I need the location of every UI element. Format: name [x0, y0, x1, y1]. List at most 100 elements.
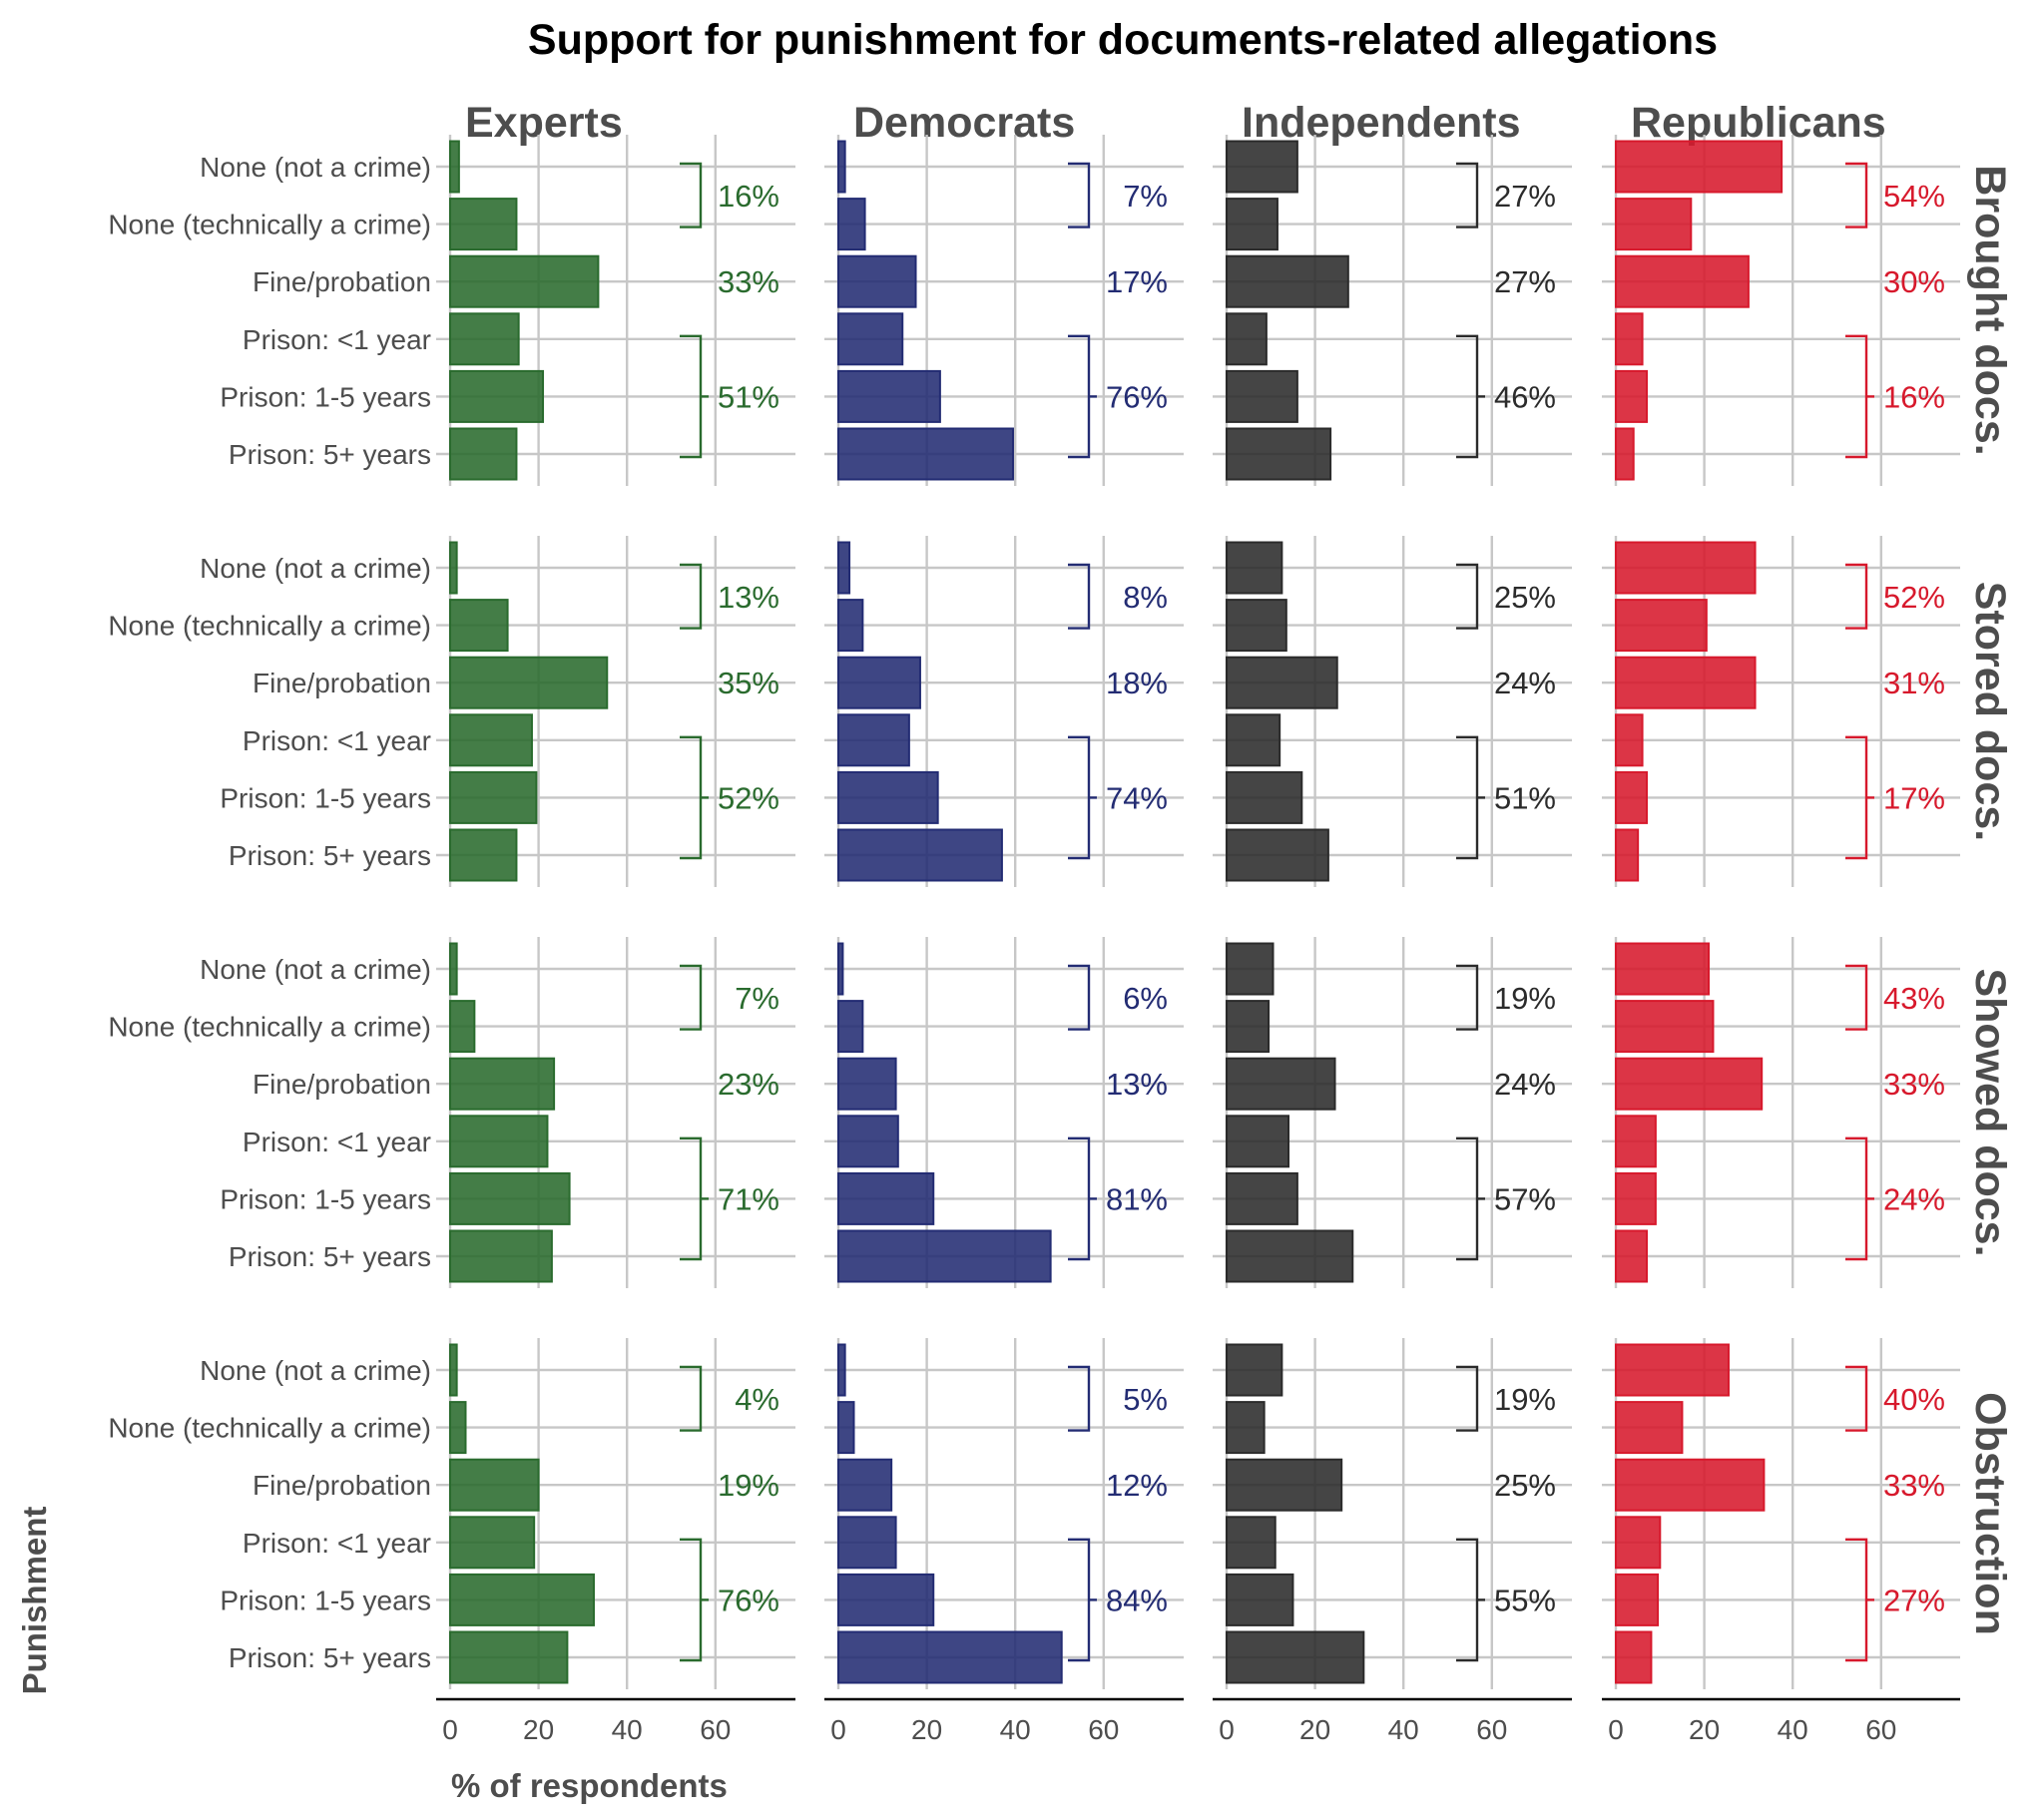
chart-title: Support for punishment for documents-rel…	[528, 16, 1718, 64]
x-tick-label: 60	[700, 1714, 731, 1745]
bar	[837, 1343, 846, 1397]
bar	[1226, 1115, 1290, 1168]
bar	[449, 541, 458, 595]
bar	[449, 1229, 553, 1283]
bar	[1226, 541, 1283, 595]
bar	[449, 1630, 569, 1684]
bracket-none	[1845, 1365, 1868, 1432]
bar	[837, 713, 910, 767]
category-label: Prison: 1-5 years	[220, 782, 431, 813]
bar	[449, 599, 509, 653]
bar	[1226, 713, 1281, 767]
bar	[1615, 427, 1635, 481]
x-tick-label: 20	[1689, 1714, 1720, 1745]
bar	[837, 427, 1014, 481]
panel-democrats-0: 7% 17% 76%	[824, 135, 1184, 486]
bar	[449, 1516, 536, 1570]
summary-label-fine: 33%	[1883, 1468, 1945, 1503]
summary-label-none: 19%	[1494, 981, 1556, 1016]
bar	[1615, 1000, 1715, 1054]
category-label: None (technically a crime)	[108, 611, 431, 642]
summary-label-none: 25%	[1494, 580, 1556, 615]
summary-label-none: 54%	[1883, 179, 1945, 214]
bar	[449, 1343, 458, 1397]
bar	[1226, 1229, 1354, 1283]
bar	[837, 1573, 935, 1626]
summary-label-fine: 17%	[1106, 264, 1168, 299]
category-label: None (not a crime)	[200, 1355, 431, 1386]
row-title-2: Showed docs.	[1966, 968, 2014, 1256]
panel-independents-3: 19% 25% 55% 0 20 40 60	[1213, 1338, 1572, 1745]
bar	[449, 1000, 476, 1054]
bar	[449, 140, 460, 194]
summary-label-fine: 23%	[718, 1067, 779, 1102]
bar	[837, 1229, 1052, 1283]
summary-label-none: 8%	[1123, 580, 1168, 615]
bar	[449, 1115, 549, 1168]
bracket-none	[1068, 162, 1091, 228]
column-title-republicans: Republicans	[1631, 99, 1886, 147]
category-label: None (not a crime)	[200, 152, 431, 183]
category-label: None (not a crime)	[200, 553, 431, 584]
summary-label-fine: 35%	[718, 666, 779, 700]
category-label: Prison: <1 year	[243, 725, 431, 756]
panel-republicans-0: 54% 30% 16%	[1602, 135, 1960, 486]
bracket-none	[1068, 964, 1091, 1031]
category-label: Prison: 5+ years	[229, 1241, 431, 1272]
bracket-none	[680, 563, 703, 630]
panel-republicans-1: 52% 31% 17%	[1602, 536, 1960, 887]
summary-label-prison: 46%	[1494, 379, 1556, 414]
x-tick-label: 20	[911, 1714, 942, 1745]
summary-label-prison: 27%	[1883, 1583, 1945, 1617]
bracket-none	[680, 162, 703, 228]
summary-label-prison: 57%	[1494, 1181, 1556, 1216]
x-axis-title: % of respondents	[451, 1767, 728, 1804]
column-title-experts: Experts	[465, 99, 623, 147]
summary-label-fine: 19%	[718, 1468, 779, 1503]
summary-label-prison: 74%	[1106, 780, 1168, 815]
bar	[449, 713, 533, 767]
summary-label-fine: 31%	[1883, 666, 1945, 700]
row-title-3: Obstruction	[1966, 1392, 2014, 1635]
bar	[449, 828, 518, 882]
bar	[1615, 312, 1644, 366]
x-tick-label: 0	[1219, 1714, 1235, 1745]
bar	[1615, 1573, 1660, 1626]
bar	[1226, 312, 1268, 366]
summary-label-none: 5%	[1123, 1382, 1168, 1417]
bar	[837, 599, 864, 653]
summary-label-none: 27%	[1494, 179, 1556, 214]
bar	[837, 1171, 935, 1225]
panel-experts-2: 7% 23% 71%	[436, 937, 795, 1288]
summary-label-prison: 51%	[718, 379, 779, 414]
bar	[1226, 1630, 1365, 1684]
bar	[449, 369, 545, 423]
panel-democrats-3: 5% 12% 84% 0 20 40 60	[824, 1338, 1184, 1745]
bar	[837, 828, 1003, 882]
bar	[1615, 1343, 1730, 1397]
bar	[449, 254, 600, 308]
bar	[837, 254, 917, 308]
bar	[837, 1516, 897, 1570]
bracket-none	[1845, 162, 1868, 228]
category-label: None (technically a crime)	[108, 210, 431, 240]
bar	[837, 1458, 893, 1512]
x-tick-label: 40	[612, 1714, 643, 1745]
bar	[449, 942, 458, 996]
summary-label-none: 40%	[1883, 1382, 1945, 1417]
bar	[1226, 656, 1338, 709]
category-label: None (not a crime)	[200, 954, 431, 985]
bar	[837, 1057, 897, 1111]
bar	[837, 140, 846, 194]
bar	[1615, 1630, 1653, 1684]
x-tick-label: 0	[830, 1714, 846, 1745]
bar	[837, 1115, 899, 1168]
row-title-1: Stored docs.	[1966, 582, 2014, 841]
summary-label-fine: 24%	[1494, 666, 1556, 700]
category-label: Prison: 5+ years	[229, 439, 431, 470]
bar	[1226, 140, 1298, 194]
bar	[1615, 1458, 1766, 1512]
bar	[837, 1630, 1063, 1684]
x-tick-label: 20	[1299, 1714, 1330, 1745]
